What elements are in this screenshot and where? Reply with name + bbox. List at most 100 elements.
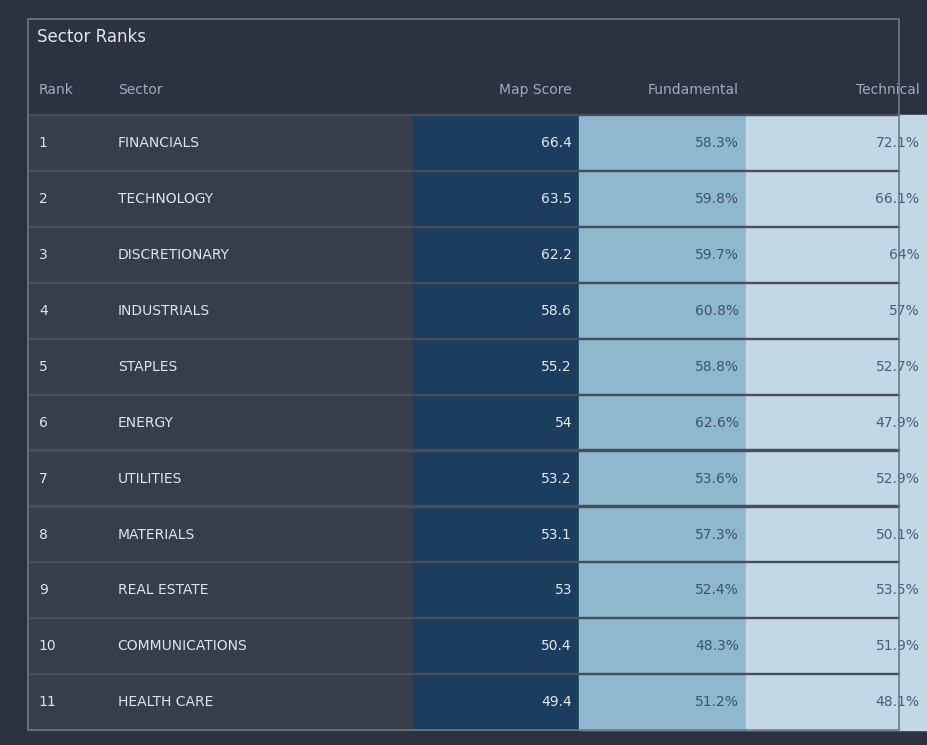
Bar [579,171,746,227]
Text: 59.7%: 59.7% [695,248,739,262]
Bar [413,283,579,339]
Text: 52.9%: 52.9% [876,472,920,486]
Text: 53.1: 53.1 [541,527,572,542]
Text: 63.5: 63.5 [541,192,572,206]
Bar [28,171,107,227]
Bar [107,618,413,674]
Text: 51.2%: 51.2% [695,695,739,709]
Bar [28,283,107,339]
Text: Sector: Sector [118,83,162,97]
Bar [28,282,899,283]
Text: 54: 54 [554,416,572,430]
Bar [413,227,579,283]
Text: 5: 5 [39,360,47,374]
Bar [28,227,107,283]
Text: 49.4: 49.4 [541,695,572,709]
Text: HEALTH CARE: HEALTH CARE [118,695,213,709]
Bar [579,674,746,730]
Bar [413,339,579,395]
Bar [28,170,899,171]
Text: STAPLES: STAPLES [118,360,177,374]
Bar [28,562,107,618]
Bar [746,171,927,227]
Text: 52.4%: 52.4% [695,583,739,597]
Text: 57.3%: 57.3% [695,527,739,542]
Bar [746,507,927,562]
Bar [28,618,107,674]
Text: 55.2: 55.2 [541,360,572,374]
Text: 53.6%: 53.6% [695,472,739,486]
Bar [28,449,899,451]
Text: Sector Ranks: Sector Ranks [37,28,146,45]
Text: 11: 11 [39,695,57,709]
Text: 62.6%: 62.6% [695,416,739,430]
Bar [28,226,899,227]
Text: ENERGY: ENERGY [118,416,173,430]
Text: Fundamental: Fundamental [648,83,739,97]
Text: 60.8%: 60.8% [695,304,739,318]
Text: MATERIALS: MATERIALS [118,527,195,542]
Bar [413,395,579,451]
Bar [28,507,107,562]
Bar [579,395,746,451]
Bar [107,395,413,451]
Text: 66.1%: 66.1% [875,192,920,206]
Bar [413,618,579,674]
Bar [413,451,579,507]
Text: 50.4: 50.4 [541,639,572,653]
Bar [28,114,899,115]
Text: 64%: 64% [889,248,920,262]
Bar [28,561,899,562]
Text: 52.7%: 52.7% [876,360,920,374]
Text: 10: 10 [39,639,57,653]
Text: TECHNOLOGY: TECHNOLOGY [118,192,213,206]
Text: 53.5%: 53.5% [876,583,920,597]
Bar [579,451,746,507]
Text: 8: 8 [39,527,48,542]
Text: 48.1%: 48.1% [876,695,920,709]
Text: 58.8%: 58.8% [695,360,739,374]
Bar [746,451,927,507]
Text: Rank: Rank [39,83,74,97]
Bar [107,451,413,507]
Bar [746,283,927,339]
Text: 47.9%: 47.9% [876,416,920,430]
Bar [579,227,746,283]
Bar [107,339,413,395]
Bar [107,283,413,339]
Text: 62.2: 62.2 [541,248,572,262]
Bar [746,227,927,283]
Bar [28,451,107,507]
Text: UTILITIES: UTILITIES [118,472,182,486]
Text: REAL ESTATE: REAL ESTATE [118,583,209,597]
Bar [746,674,927,730]
Text: 2: 2 [39,192,47,206]
Text: 9: 9 [39,583,48,597]
Bar [28,617,899,618]
Bar [746,115,927,171]
Text: 53: 53 [554,583,572,597]
Bar [107,674,413,730]
Text: 6: 6 [39,416,48,430]
Text: 1: 1 [39,136,48,150]
Text: 66.4: 66.4 [541,136,572,150]
Bar [107,562,413,618]
Text: 57%: 57% [889,304,920,318]
Bar [107,227,413,283]
Text: 7: 7 [39,472,47,486]
Bar [746,339,927,395]
Bar [107,115,413,171]
Bar [28,339,107,395]
Bar [28,115,107,171]
Text: 4: 4 [39,304,47,318]
Bar [28,505,899,507]
Bar [746,618,927,674]
Text: INDUSTRIALS: INDUSTRIALS [118,304,210,318]
Bar [28,337,899,339]
Text: 50.1%: 50.1% [876,527,920,542]
Text: 53.2: 53.2 [541,472,572,486]
Text: 48.3%: 48.3% [695,639,739,653]
Text: Map Score: Map Score [500,83,572,97]
Bar [746,562,927,618]
Bar [579,115,746,171]
